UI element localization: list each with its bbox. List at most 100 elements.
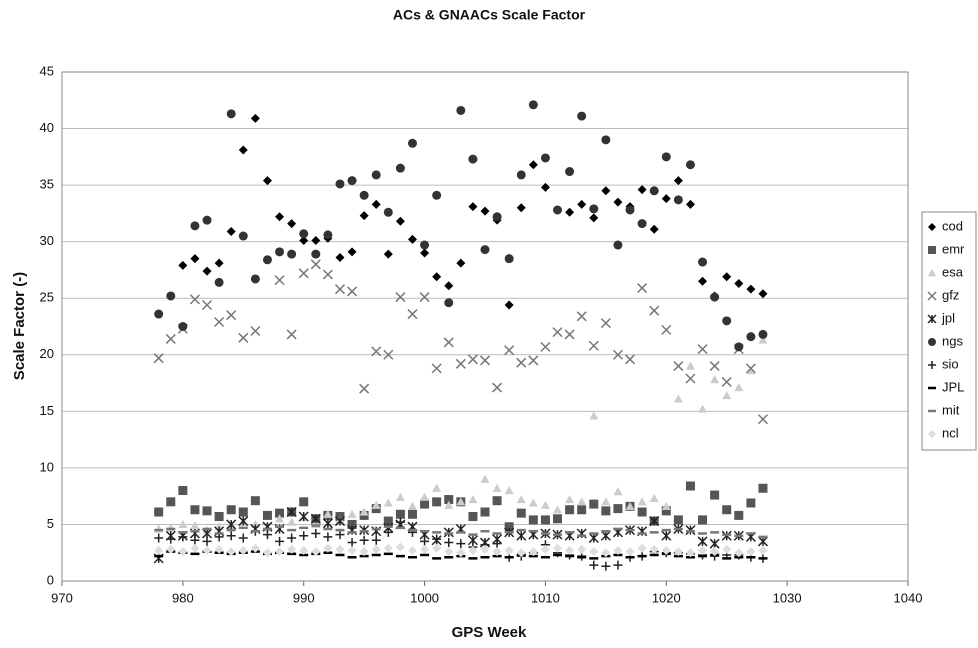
point	[335, 179, 345, 189]
point	[383, 249, 393, 259]
point	[685, 361, 695, 370]
x-axis-label: GPS Week	[452, 624, 527, 641]
point	[698, 257, 708, 267]
point	[625, 205, 635, 215]
point	[553, 205, 563, 215]
point	[613, 197, 623, 207]
point	[166, 544, 176, 554]
point	[420, 492, 430, 501]
point	[698, 515, 708, 525]
point	[444, 500, 454, 509]
point	[214, 512, 224, 522]
point	[432, 272, 442, 282]
y-tick-label: 45	[40, 63, 54, 78]
point	[153, 353, 164, 364]
point	[395, 216, 405, 226]
point	[383, 349, 394, 360]
y-tick-label: 10	[40, 459, 54, 474]
legend-label: cod	[942, 218, 963, 233]
point	[395, 492, 405, 501]
point	[407, 545, 417, 555]
point	[734, 383, 744, 392]
point	[661, 501, 671, 510]
point	[395, 542, 405, 552]
point	[492, 547, 502, 557]
y-tick-label: 35	[40, 177, 54, 192]
point	[710, 292, 720, 302]
point	[420, 248, 430, 258]
point	[540, 544, 550, 554]
point	[480, 544, 490, 554]
point	[516, 170, 526, 180]
point	[601, 561, 611, 571]
point	[311, 528, 321, 538]
point	[479, 355, 491, 366]
point	[528, 355, 539, 366]
point	[226, 519, 237, 530]
point	[407, 501, 417, 510]
point	[275, 212, 285, 222]
point	[420, 536, 430, 546]
point	[601, 506, 611, 516]
legend-label: sio	[942, 356, 959, 371]
point	[516, 530, 527, 541]
point	[214, 316, 225, 328]
point	[238, 545, 248, 555]
point	[553, 514, 563, 524]
point	[600, 318, 611, 329]
point	[238, 332, 249, 343]
point	[201, 528, 213, 539]
point	[226, 310, 237, 321]
legend-marker	[928, 223, 936, 231]
point	[154, 309, 164, 319]
y-tick-label: 15	[40, 403, 54, 418]
point	[287, 517, 297, 526]
point	[178, 260, 188, 270]
point	[275, 514, 285, 523]
point	[250, 113, 260, 123]
legend-label: ngs	[942, 333, 963, 348]
point	[589, 547, 599, 557]
point	[613, 545, 623, 555]
y-tick-label: 40	[40, 120, 54, 135]
point	[347, 286, 358, 297]
point	[649, 544, 659, 554]
point	[710, 375, 720, 384]
point	[613, 487, 623, 496]
point	[516, 508, 526, 518]
point	[154, 524, 164, 533]
point	[734, 342, 744, 352]
point	[154, 545, 164, 555]
point	[371, 170, 381, 180]
point	[166, 291, 176, 301]
point	[722, 544, 732, 554]
point	[710, 490, 720, 500]
point	[190, 521, 200, 530]
point	[565, 505, 575, 515]
point	[226, 531, 236, 541]
point	[613, 240, 623, 250]
point	[516, 548, 526, 558]
point	[661, 530, 672, 541]
point	[154, 533, 164, 543]
point	[589, 411, 599, 420]
point	[250, 274, 260, 284]
point	[178, 547, 188, 557]
point	[359, 211, 369, 221]
point	[190, 254, 200, 264]
point	[710, 547, 720, 557]
point	[577, 505, 587, 515]
y-tick-label: 20	[40, 346, 54, 361]
point	[504, 254, 514, 264]
point	[250, 543, 260, 553]
point	[528, 498, 538, 507]
point	[565, 495, 575, 504]
point	[154, 507, 164, 517]
point	[275, 508, 285, 518]
point	[661, 545, 671, 555]
point	[262, 255, 272, 265]
point	[226, 547, 236, 557]
legend-label: mit	[942, 402, 960, 417]
point	[758, 289, 768, 299]
point	[456, 539, 466, 549]
